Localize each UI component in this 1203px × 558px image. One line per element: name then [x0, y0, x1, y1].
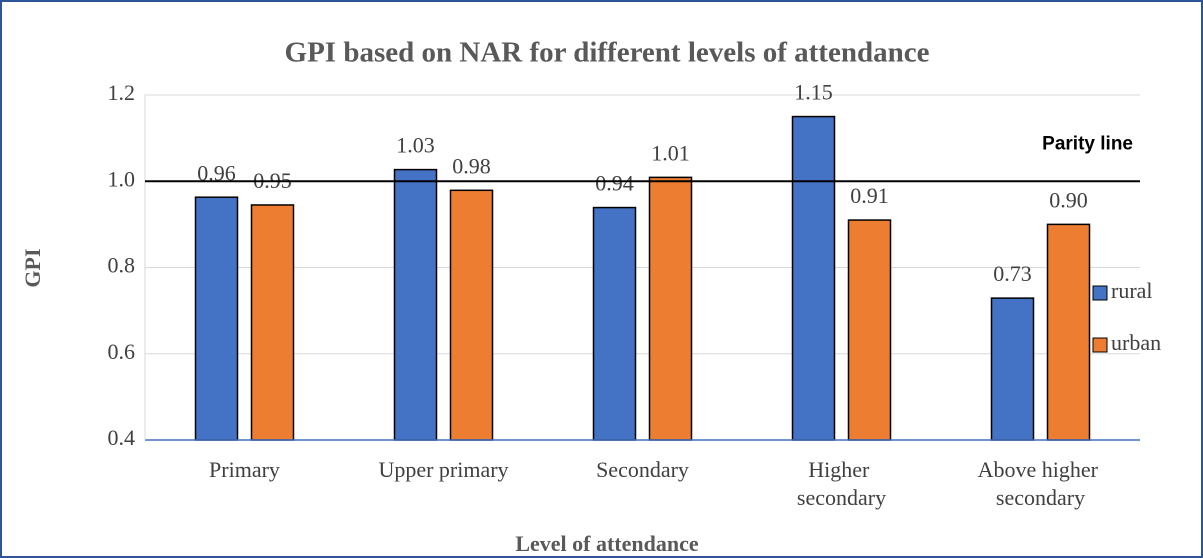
- data-label: 0.90: [1049, 187, 1088, 212]
- legend-swatch: [1092, 285, 1108, 301]
- data-label: 1.03: [396, 133, 435, 158]
- x-tick-label: Secondary: [596, 457, 689, 482]
- y-tick-label: 1.2: [108, 80, 136, 105]
- bar: [250, 204, 295, 441]
- x-tick-label: Upper primary: [378, 457, 508, 482]
- x-tick-label: Primary: [209, 457, 280, 482]
- bar: [194, 196, 239, 441]
- legend-label: rural: [1111, 278, 1153, 303]
- legend-label: urban: [1111, 330, 1161, 355]
- bar: [592, 206, 637, 441]
- y-tick-label: 0.8: [108, 253, 136, 278]
- bar: [847, 219, 892, 441]
- legend-swatch: [1092, 337, 1108, 353]
- bar: [1046, 223, 1091, 441]
- bar: [393, 168, 438, 441]
- y-tick-label: 0.6: [108, 339, 136, 364]
- bar: [990, 297, 1035, 441]
- y-axis-label: GPI: [20, 248, 45, 287]
- data-label: 0.98: [452, 153, 491, 178]
- data-label: 1.01: [651, 140, 690, 165]
- data-label: 0.94: [595, 171, 634, 196]
- data-label: 0.91: [850, 183, 889, 208]
- x-tick-label: Above higher secondary: [978, 457, 1104, 510]
- bar: [648, 176, 693, 441]
- parity-label: Parity line: [1042, 133, 1133, 154]
- x-axis-label: Level of attendance: [515, 531, 699, 556]
- bar: [449, 189, 494, 441]
- y-tick-label: 0.4: [108, 425, 136, 450]
- y-tick-label: 1.0: [108, 166, 136, 191]
- bar: [791, 115, 836, 441]
- data-label: 0.73: [993, 261, 1032, 286]
- x-tick-label: Higher secondary: [797, 457, 886, 510]
- chart-title: GPI based on NAR for different levels of…: [285, 37, 930, 69]
- data-label: 1.15: [794, 80, 833, 105]
